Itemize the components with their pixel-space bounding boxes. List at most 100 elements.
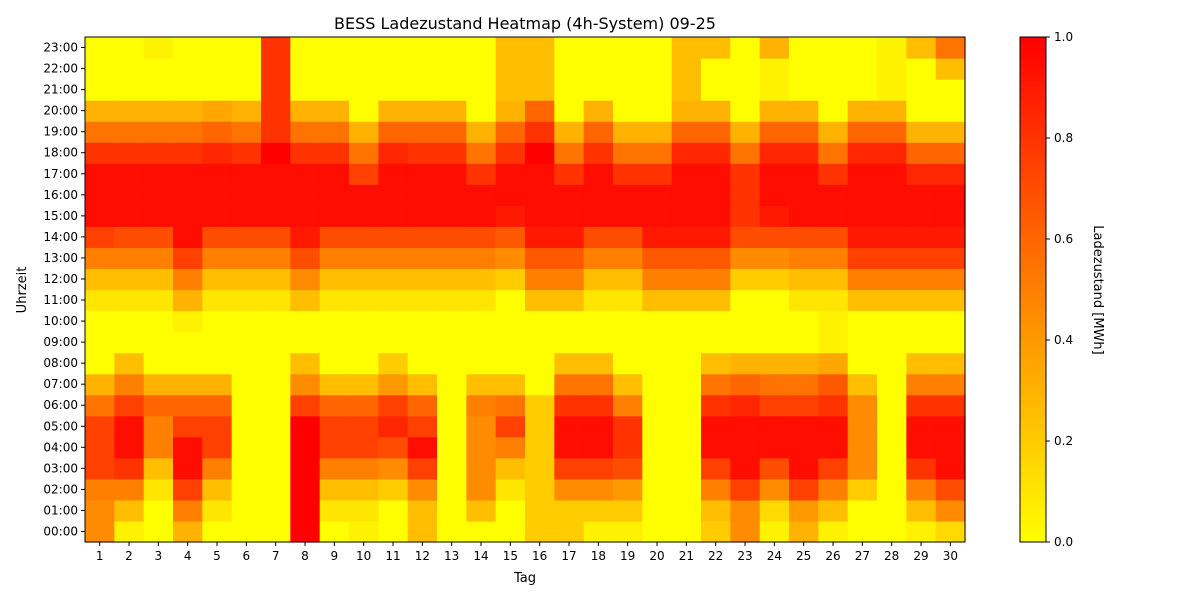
heatmap-cell bbox=[818, 394, 849, 417]
y-tick-label: 01:00 bbox=[43, 503, 78, 517]
heatmap-cell bbox=[85, 247, 115, 270]
heatmap-cell bbox=[319, 163, 350, 185]
heatmap-cell bbox=[554, 478, 585, 501]
heatmap-cell bbox=[319, 478, 350, 501]
heatmap-cell bbox=[437, 331, 467, 354]
heatmap-cell bbox=[613, 121, 643, 143]
heatmap-cell bbox=[818, 163, 849, 185]
heatmap-cell bbox=[378, 310, 409, 333]
heatmap-cell bbox=[877, 79, 907, 101]
heatmap-cell bbox=[466, 394, 497, 417]
heatmap-cell bbox=[143, 226, 174, 249]
heatmap-cell bbox=[730, 289, 761, 312]
heatmap-cell bbox=[642, 163, 673, 185]
heatmap-cell bbox=[583, 478, 614, 501]
heatmap-cell bbox=[114, 478, 145, 501]
heatmap-cell bbox=[671, 394, 702, 417]
heatmap-cell bbox=[349, 226, 379, 249]
heatmap-cell bbox=[173, 436, 203, 459]
heatmap-cell bbox=[759, 79, 790, 101]
heatmap-cell bbox=[85, 79, 115, 101]
heatmap-cell bbox=[583, 247, 614, 270]
heatmap-cell bbox=[378, 331, 409, 354]
heatmap-cell bbox=[349, 163, 379, 185]
y-tick-label: 18:00 bbox=[43, 146, 78, 160]
heatmap-cell bbox=[701, 58, 731, 80]
heatmap-cell bbox=[143, 163, 174, 185]
heatmap-cell bbox=[114, 373, 145, 396]
x-tick-label: 16 bbox=[532, 549, 547, 563]
heatmap-cell bbox=[143, 247, 174, 270]
heatmap-cell bbox=[789, 352, 819, 375]
heatmap-cell bbox=[495, 268, 526, 291]
heatmap-cell bbox=[261, 394, 291, 417]
heatmap-cell bbox=[554, 247, 585, 270]
heatmap-cell bbox=[789, 478, 819, 501]
heatmap-cell bbox=[789, 415, 819, 438]
heatmap-cell bbox=[290, 331, 321, 354]
heatmap-cell bbox=[466, 100, 497, 122]
heatmap-cell bbox=[730, 121, 761, 143]
heatmap-cell bbox=[85, 499, 115, 522]
heatmap-cell bbox=[495, 163, 526, 185]
heatmap-cell bbox=[642, 415, 673, 438]
heatmap-cell bbox=[818, 310, 849, 333]
heatmap-cell bbox=[759, 415, 790, 438]
heatmap-cell bbox=[877, 520, 907, 543]
heatmap-cell bbox=[730, 268, 761, 291]
heatmap-cell bbox=[85, 394, 115, 417]
heatmap-cell bbox=[906, 520, 937, 543]
heatmap-cell bbox=[143, 520, 174, 543]
heatmap-cell bbox=[437, 352, 467, 375]
heatmap-cell bbox=[437, 121, 467, 143]
heatmap-cell bbox=[290, 100, 321, 122]
heatmap-cell bbox=[642, 373, 673, 396]
y-tick-label: 22:00 bbox=[43, 62, 78, 76]
heatmap-cell bbox=[378, 247, 409, 270]
heatmap-cell bbox=[847, 289, 878, 312]
heatmap-cell bbox=[466, 79, 497, 101]
heatmap-cell bbox=[495, 289, 526, 312]
heatmap-cell bbox=[701, 520, 731, 543]
heatmap-cell bbox=[554, 310, 585, 333]
heatmap-cell bbox=[290, 478, 321, 501]
heatmap-cell bbox=[114, 100, 145, 122]
heatmap-cell bbox=[319, 331, 350, 354]
heatmap-cell bbox=[290, 310, 321, 333]
heatmap-cell bbox=[231, 79, 262, 101]
heatmap-cell bbox=[642, 226, 673, 249]
heatmap-cell bbox=[437, 142, 467, 164]
heatmap-cell bbox=[437, 499, 467, 522]
heatmap-cell bbox=[847, 226, 878, 249]
heatmap-cell bbox=[202, 352, 233, 375]
heatmap-cell bbox=[877, 289, 907, 312]
heatmap-cell bbox=[847, 247, 878, 270]
heatmap-cell bbox=[789, 289, 819, 312]
heatmap-cell bbox=[583, 205, 614, 227]
heatmap-cell bbox=[525, 436, 555, 459]
heatmap-cell bbox=[701, 394, 731, 417]
heatmap-cell bbox=[759, 373, 790, 396]
heatmap-cell bbox=[85, 58, 115, 80]
heatmap-cell bbox=[114, 289, 145, 312]
heatmap-cell bbox=[613, 184, 643, 206]
heatmap-cell bbox=[789, 373, 819, 396]
heatmap-cell bbox=[906, 373, 937, 396]
heatmap-cell bbox=[407, 436, 438, 459]
heatmap-cell bbox=[583, 415, 614, 438]
heatmap-cell bbox=[466, 121, 497, 143]
heatmap-cell bbox=[847, 58, 878, 80]
heatmap-cell bbox=[114, 415, 145, 438]
heatmap-cell bbox=[642, 331, 673, 354]
heatmap-cell bbox=[525, 457, 555, 480]
heatmap-cells bbox=[85, 37, 966, 543]
heatmap-cell bbox=[378, 100, 409, 122]
heatmap-cell bbox=[701, 37, 731, 59]
heatmap-cell bbox=[759, 478, 790, 501]
heatmap-cell bbox=[583, 142, 614, 164]
heatmap-cell bbox=[261, 142, 291, 164]
x-tick-label: 6 bbox=[243, 549, 251, 563]
heatmap-cell bbox=[818, 436, 849, 459]
heatmap-cell bbox=[730, 499, 761, 522]
heatmap-cell bbox=[407, 121, 438, 143]
